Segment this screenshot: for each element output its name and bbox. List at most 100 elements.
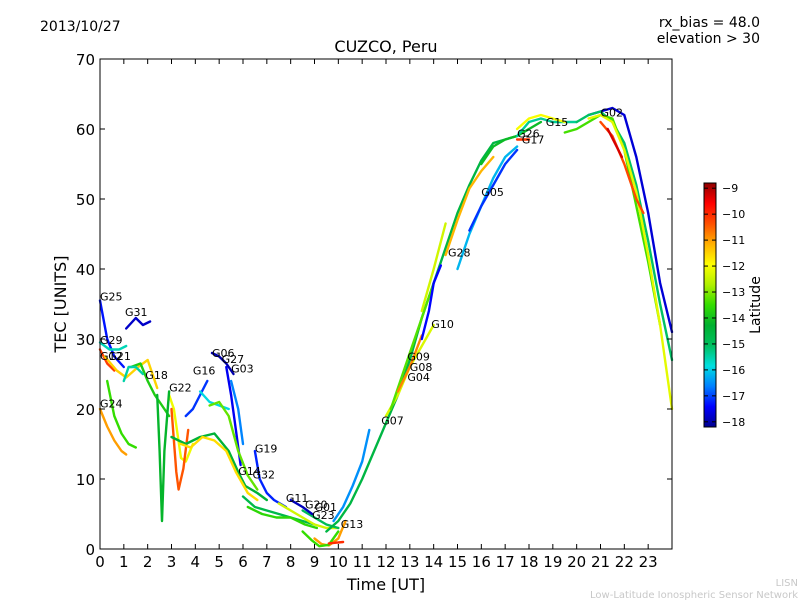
- series-g31: [124, 316, 152, 330]
- sat-label: G20: [305, 498, 328, 511]
- series-g12: [98, 348, 116, 372]
- series-g02f: [606, 127, 624, 159]
- series-g02c: [563, 113, 662, 327]
- x-tick-label: 6: [238, 553, 248, 571]
- series-g02e: [599, 120, 645, 215]
- y-tick-label: 40: [76, 261, 95, 279]
- y-tick-label: 0: [85, 541, 95, 559]
- x-axis-label: Time [UT]: [346, 575, 425, 594]
- sat-label: G26: [517, 127, 540, 140]
- colorbar-tick-label: −16: [722, 364, 745, 377]
- x-tick-label: 3: [167, 553, 177, 571]
- series-g14b: [208, 400, 259, 491]
- series-g11b: [246, 505, 319, 530]
- series-g24: [98, 407, 128, 456]
- series-g32: [179, 435, 259, 502]
- sat-label: G32: [253, 468, 276, 481]
- x-tick-label: 14: [424, 553, 443, 571]
- footer-org-short: LISN: [776, 578, 798, 589]
- colorbar-ticks: −9 −10 −11 −12 −13 −14 −15 −16 −17 −18: [704, 182, 745, 429]
- x-tick-label: 7: [262, 553, 272, 571]
- x-tick-label: 13: [400, 553, 419, 571]
- series-g24b: [105, 379, 138, 449]
- series-g02b: [575, 110, 674, 362]
- sat-label: G27: [222, 353, 245, 366]
- series-g13b: [301, 530, 340, 548]
- series-g20: [277, 502, 340, 530]
- sat-label: G02: [601, 106, 624, 119]
- y-tick-label: 10: [76, 471, 95, 489]
- sat-label: G18: [145, 369, 168, 382]
- sat-label: G10: [431, 318, 454, 331]
- footer-org-full: Low-Latitude Ionospheric Sensor Network: [590, 590, 798, 600]
- bias-label: rx_bias = 48.0: [659, 15, 760, 31]
- series-g25: [98, 299, 126, 369]
- series-g09: [396, 334, 423, 393]
- x-tick-label: 22: [615, 553, 634, 571]
- x-tick-label: 21: [591, 553, 610, 571]
- x-tick-label: 1: [119, 553, 129, 571]
- series-g22: [167, 393, 195, 463]
- series-g07: [332, 428, 371, 523]
- series-g16b: [198, 390, 230, 411]
- sat-label: G09: [407, 351, 430, 364]
- sat-label: G11: [286, 492, 309, 505]
- sat-label: G22: [169, 382, 192, 395]
- sat-label: G03: [231, 363, 254, 376]
- series-g18: [129, 362, 171, 418]
- x-tick-label: 9: [310, 553, 320, 571]
- x-tick-label: 0: [95, 553, 105, 571]
- sat-label: G16: [193, 365, 216, 378]
- sat-label: G28: [448, 246, 471, 259]
- colorbar-tick-label: −13: [722, 286, 745, 299]
- y-axis: 0 10 20 30 40 50 60 70: [76, 51, 672, 559]
- sat-label: G01: [315, 501, 338, 514]
- sat-label: G15: [546, 116, 569, 129]
- x-tick-label: 19: [543, 553, 562, 571]
- series-g22b: [155, 390, 171, 523]
- colorbar-tick-label: −15: [722, 338, 745, 351]
- series-g15: [515, 117, 578, 138]
- series-g15b: [515, 113, 566, 131]
- series-g08: [389, 281, 435, 411]
- colorbar-tick-label: −11: [722, 234, 745, 247]
- series-g16: [184, 379, 209, 418]
- y-tick-label: 30: [76, 331, 95, 349]
- sat-label: G29: [100, 334, 123, 347]
- x-tick-label: 16: [472, 553, 491, 571]
- sat-label: G17: [522, 134, 545, 147]
- x-tick-label: 11: [353, 553, 372, 571]
- series-g14: [170, 432, 268, 502]
- x-tick-label: 2: [143, 553, 153, 571]
- colorbar: −9 −10 −11 −12 −13 −14 −15 −16 −17 −18 Latitude: [703, 182, 764, 429]
- series-g18b: [122, 365, 145, 383]
- x-tick-label: 8: [286, 553, 296, 571]
- x-tick-label: 5: [214, 553, 224, 571]
- y-axis-label: TEC [UNITS]: [51, 256, 70, 354]
- series-g10b: [420, 222, 447, 313]
- series-g21: [103, 355, 159, 390]
- series-g29: [98, 341, 128, 351]
- plot-lines: [98, 106, 674, 548]
- sat-label: G07: [381, 414, 404, 427]
- colorbar-tick-label: −18: [722, 416, 745, 429]
- colorbar-tick-label: −9: [722, 182, 738, 195]
- sat-label: G05: [481, 186, 504, 199]
- sat-label: G06: [212, 347, 235, 360]
- x-tick-label: 12: [376, 553, 395, 571]
- x-tick-label: 17: [496, 553, 515, 571]
- colorbar-label: Latitude: [748, 276, 764, 334]
- sat-label: G24: [100, 398, 123, 411]
- series-g02d: [587, 113, 674, 411]
- series-g02: [587, 106, 674, 334]
- sat-label: G12: [100, 350, 123, 363]
- series-g05: [456, 145, 519, 271]
- colorbar-tick-label: −17: [722, 390, 745, 403]
- series-g13c: [327, 540, 345, 545]
- x-axis: 0 1 2 3 4 5 6 7 8 9 10 11 12 13 14 15 16 17 18 19 20 21 22 23: [95, 59, 658, 571]
- series-g05b: [468, 148, 519, 232]
- sat-label: G19: [255, 442, 278, 455]
- plot-frame: [99, 58, 673, 550]
